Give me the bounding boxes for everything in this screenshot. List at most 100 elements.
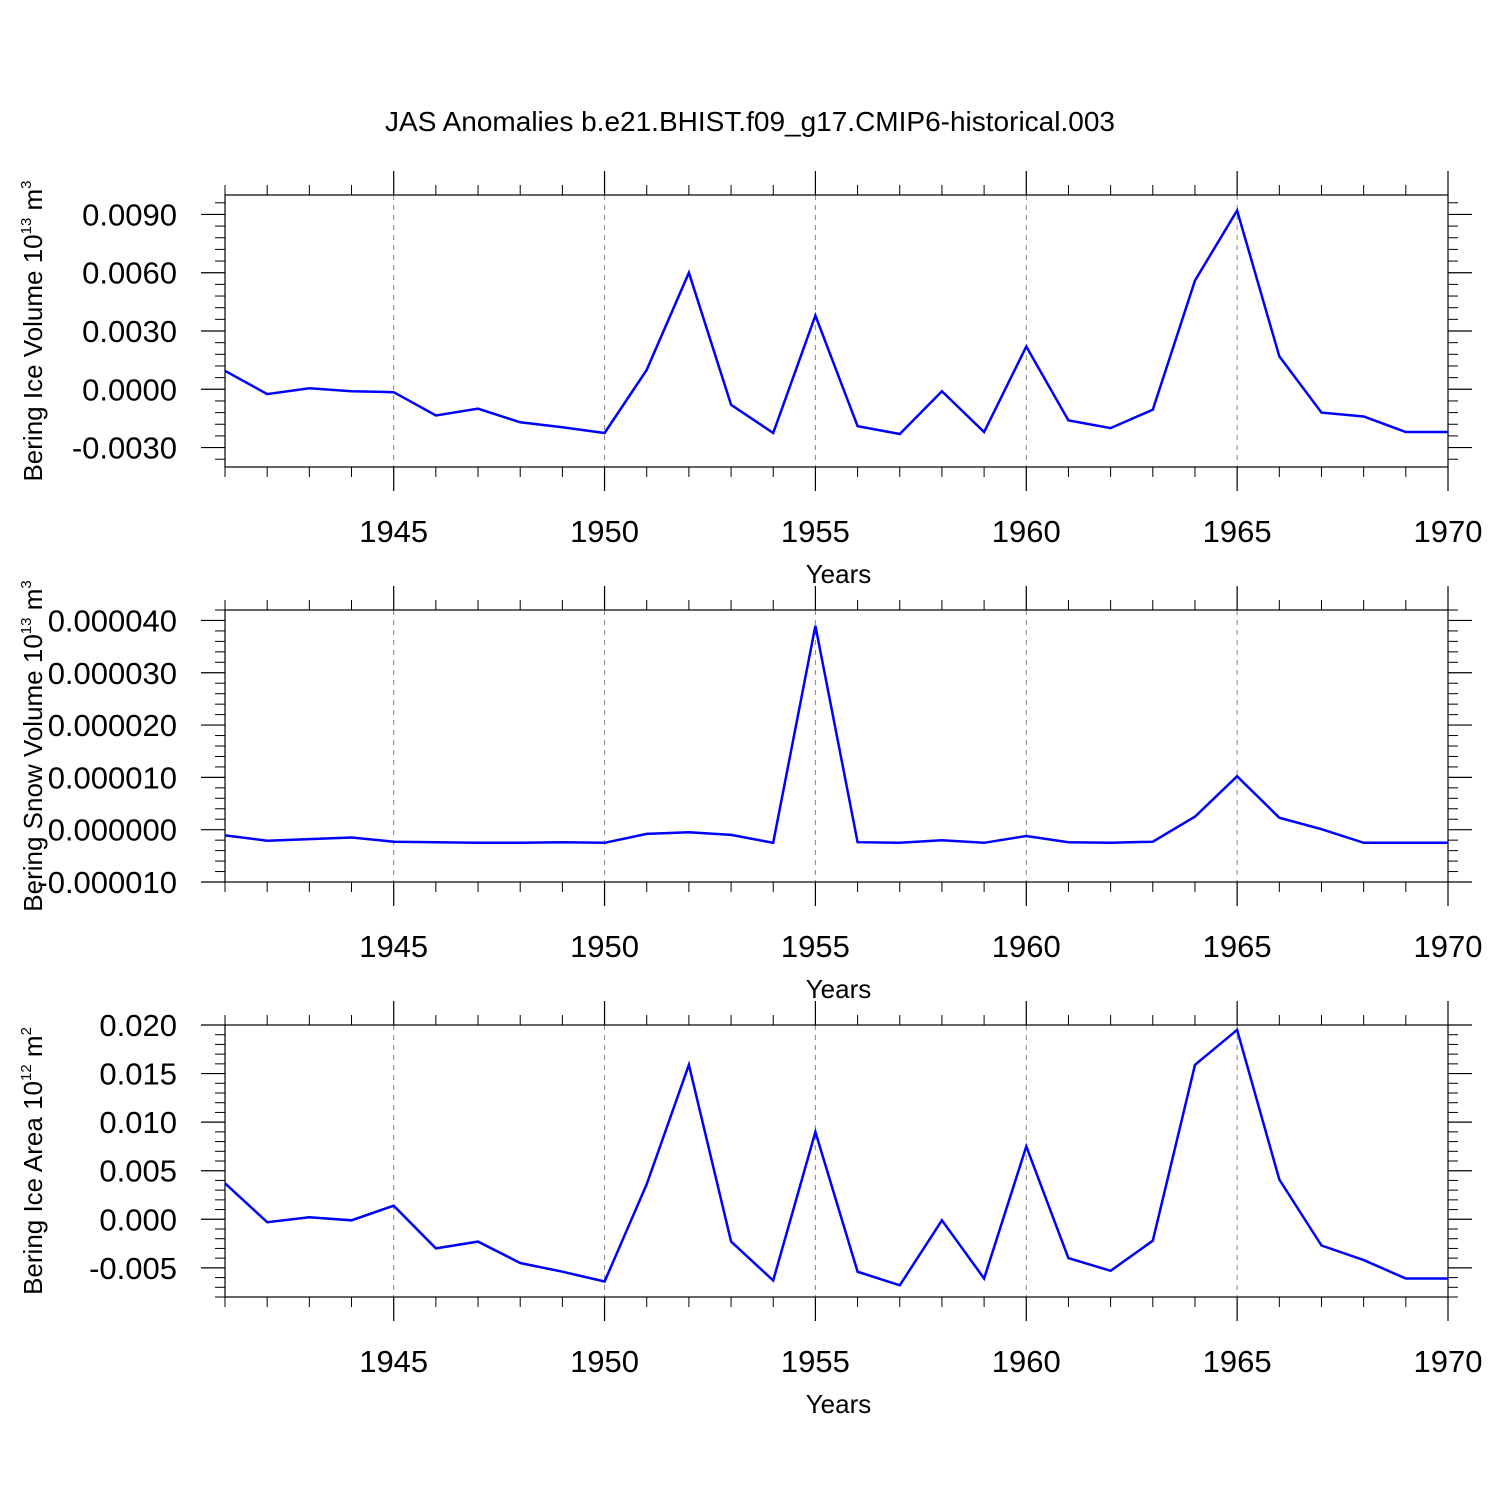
x-tick-label-1955: 1955 [781,1344,850,1379]
data-point [898,1283,902,1287]
data-point [1066,1256,1070,1260]
x-tick-label-1965: 1965 [1203,1344,1272,1379]
data-point [434,1246,438,1250]
data-point [1277,1177,1281,1181]
data-point [898,432,902,436]
x-tick-label-1970: 1970 [1414,514,1483,549]
data-point [434,414,438,418]
data-point [1362,414,1366,418]
data-point [1024,345,1028,349]
data-point [982,1277,986,1281]
data-point [1446,1277,1450,1281]
data-point [1319,1244,1323,1248]
data-point [350,836,354,840]
y-tick-label: 0.000020 [48,708,177,743]
chart-panel-1: 1945 1950 1955 1960 1965 1970 -0.0030 0.0000 0.0… [18,171,1482,589]
data-point [1446,430,1450,434]
data-point [645,368,649,372]
y-axis-title: Bering Ice Area 1012 m2 [18,1027,48,1295]
x-tick-label-1945: 1945 [359,1344,428,1379]
data-point [687,271,691,275]
x-tick-label-1945: 1945 [359,514,428,549]
data-point [856,1270,860,1274]
data-point [603,431,607,435]
data-point [1404,430,1408,434]
data-point [1151,840,1155,844]
x-tick-label-1945: 1945 [359,929,428,964]
data-series-line [224,207,1448,436]
data-point [223,369,227,373]
data-point [856,424,860,428]
data-point [560,1270,564,1274]
data-point [940,1218,944,1222]
chart-panel-2: 1945 1950 1955 1960 1965 1970 -0.000010 0.00000… [18,580,1482,1004]
y-tick-label: 0.0090 [82,197,177,232]
data-point [1193,278,1197,282]
x-tick-label-1950: 1950 [570,1344,639,1379]
data-point [940,838,944,842]
data-point [518,1261,522,1265]
data-point [771,431,775,435]
data-point [518,841,522,845]
data-point [1235,1028,1239,1032]
data-point [476,1240,480,1244]
data-point [940,389,944,393]
y-tick-label: 0.015 [99,1057,177,1092]
data-point [771,1278,775,1282]
x-tick-label-1955: 1955 [781,929,850,964]
data-point [1319,827,1323,831]
data-point [729,1240,733,1244]
data-point [1404,841,1408,845]
data-point [1404,1277,1408,1281]
data-point [1235,774,1239,778]
chart-title: JAS Anomalies b.e21.BHIST.f09_g17.CMIP6-… [385,106,1115,137]
data-point [350,1218,354,1222]
x-tick-label-1950: 1950 [570,929,639,964]
data-point [560,840,564,844]
data-series-line [224,625,1448,845]
y-axis-title: Bering Snow Volume 1013 m3 [18,580,48,911]
y-tick-label: -0.000010 [37,865,177,900]
data-point [392,840,396,844]
plot-frame [224,1024,1449,1298]
data-point [392,390,396,394]
data-point [687,1063,691,1067]
x-tick-label-1960: 1960 [992,514,1061,549]
data-point [1109,426,1113,430]
y-tick-label: 0.000030 [48,656,177,691]
plot-frame [224,194,1449,468]
x-axis-title: Years [806,974,872,1004]
data-point [1277,816,1281,820]
data-point [476,841,480,845]
data-point [1235,209,1239,213]
data-point [1193,1063,1197,1067]
data-point [1151,408,1155,412]
data-point [223,1181,227,1185]
data-point [813,1130,817,1134]
data-point [645,1182,649,1186]
x-tick-label-1955: 1955 [781,514,850,549]
x-tick-label-1960: 1960 [992,1344,1061,1379]
x-tick-label-1965: 1965 [1203,929,1272,964]
data-series-line [224,1027,1448,1287]
data-point [1319,411,1323,415]
data-point [603,1279,607,1283]
data-point [729,403,733,407]
y-tick-label: 0.010 [99,1105,177,1140]
x-tick-label-1965: 1965 [1203,514,1272,549]
data-point [982,430,986,434]
data-point [560,425,564,429]
data-point [265,1220,269,1224]
y-tick-label: 0.0030 [82,314,177,349]
plot-frame [224,609,1449,883]
data-point [265,392,269,396]
data-point [1024,1144,1028,1148]
chart-panel-3: 1945 1950 1955 1960 1965 1970 -0.005 0.000 0.005… [18,1001,1482,1419]
y-tick-label: 0.0060 [82,256,177,291]
data-point [1066,840,1070,844]
data-point [856,840,860,844]
data-point [307,386,311,390]
data-point [813,313,817,317]
y-tick-label: 0.005 [99,1154,177,1189]
data-point [392,1204,396,1208]
